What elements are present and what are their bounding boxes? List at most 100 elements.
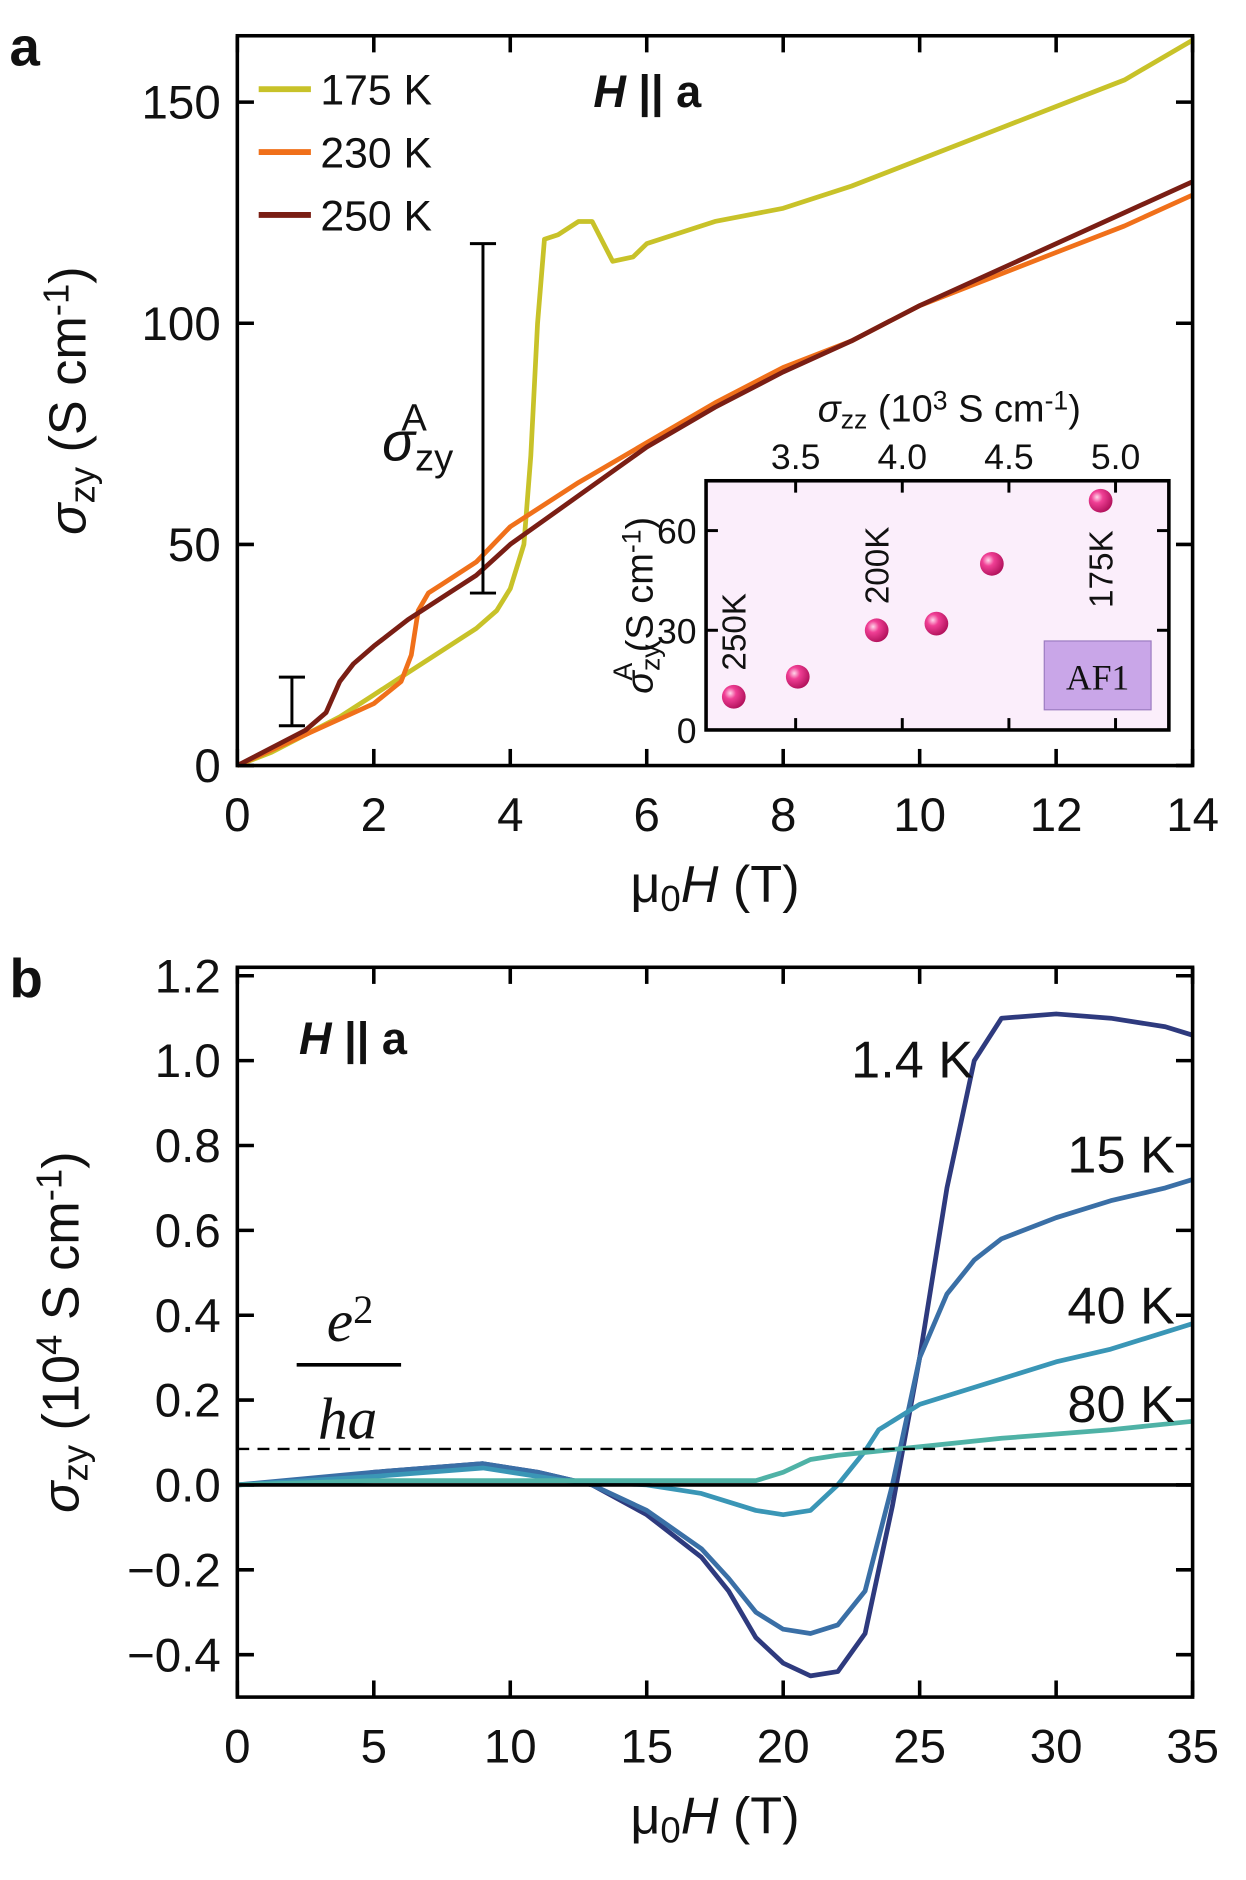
series-label: 40 K [1067,1277,1175,1335]
y-tick-label: 100 [142,298,221,351]
x-axis-label: μ0H (T) [630,1788,799,1851]
data-line [236,192,1194,768]
data-line [237,1011,1194,1679]
y-axis-label-part: σ [32,1479,90,1513]
y-tick-label: 0 [677,711,697,751]
series-label: 1.4 K [851,1032,973,1090]
error-label: σzyA [382,397,454,480]
error-label-part: A [401,397,427,440]
series-label: 15 K [1067,1127,1175,1185]
error-label-part: σ [382,412,417,473]
x-tick-label: 0 [224,1720,250,1773]
y-tick-label: 1.0 [155,1035,221,1088]
y-tick-label: 0.6 [155,1205,221,1258]
series-label: 80 K [1067,1376,1175,1434]
y-tick-label: 0.0 [155,1460,221,1513]
annotation-part: H [593,66,627,117]
y-tick-label: 0.2 [155,1375,221,1428]
inset-x-label: σzz (103 S cm-1) [818,385,1081,434]
inset-y-label: σzyA (S cm-1) [608,517,666,694]
y-tick-label: 60 [657,512,697,552]
annotation-part: || a [332,1013,408,1065]
inset-x-label-part: S cm [948,388,1045,430]
x-axis-label-part: H [681,856,719,914]
inset-y-label-part: σ [620,669,662,694]
ref-label-part: e [327,1288,353,1354]
x-axis-label-part: μ [630,856,660,914]
inset-y-label-part: -1 [617,529,647,553]
x-tick-label: 4 [497,789,523,842]
data-line [237,1177,1194,1636]
y-axis-label: σzy (S cm-1) [36,266,103,535]
legend-label: 250 K [320,192,432,240]
y-axis-label-part: (10 [32,1355,90,1445]
x-tick-label: 10 [484,1720,537,1773]
y-tick-label: 1.2 [155,950,221,1003]
error-label-part: zy [415,436,454,479]
x-tick-label: 6 [634,789,660,842]
data-line [237,1418,1193,1488]
point-label: 200K [860,527,897,605]
data-point [1088,488,1113,513]
plot-frame [235,33,1195,768]
x-tick-label: 2 [361,789,387,842]
x-axis-label-part: (T) [718,856,799,914]
annotation-part: H [299,1013,333,1064]
x-tick-label: 10 [893,789,946,842]
x-tick-label: 4.0 [878,437,927,477]
data-line [236,179,1194,768]
error-bar [469,242,497,595]
inset-y-label-part: A [608,663,638,681]
x-tick-label: 5 [361,1720,387,1773]
data-point [924,611,949,636]
error-bar [278,675,305,728]
x-axis-label-part: 0 [660,1810,680,1851]
x-tick-label: 35 [1166,1720,1219,1773]
x-tick-label: 12 [1030,789,1083,842]
point-label: 250K [717,593,754,671]
inset-y-label-part: ) [620,517,662,530]
data-point [721,684,746,709]
inset-y-label-part: zy [635,644,665,671]
y-tick-label: 0.8 [155,1120,221,1173]
x-tick-label: 14 [1166,789,1219,842]
x-axis-label-part: H [681,1788,719,1846]
x-axis-label-part: μ [630,1788,660,1846]
y-tick-label: 0 [194,740,220,793]
data-point [864,618,889,643]
y-tick-label: −0.4 [127,1629,221,1682]
y-axis-label-part: (S cm [39,316,97,467]
y-axis-label-part: ) [39,266,97,283]
y-axis-label-part: -1 [29,1169,70,1201]
x-tick-label: 30 [1030,1720,1083,1773]
x-axis-label: μ0H (T) [630,856,799,919]
annotation-part: || a [626,66,702,118]
ref-label-num: e2 [327,1287,374,1354]
y-axis-label-part: S cm [32,1201,90,1334]
y-axis-label-part: zy [62,466,103,503]
ref-label-part: 2 [353,1287,373,1332]
x-axis-label-part: 0 [660,878,680,919]
data-point [979,551,1004,576]
x-axis-label-part: (T) [718,1788,799,1846]
x-tick-label: 4.5 [984,437,1033,477]
y-axis-label-part: zy [55,1444,96,1481]
legend-label: 175 K [320,67,432,115]
y-tick-label: 0.4 [155,1290,221,1343]
inset-x-label-part: 3 [933,385,948,415]
data-point [785,664,810,689]
panel-letter: a [9,16,40,77]
inset-x-label-part: σ [818,388,843,430]
x-tick-label: 8 [770,789,796,842]
y-tick-label: 50 [168,519,221,572]
plot-frame [235,965,1195,1699]
inset-x-label-part: (10 [867,388,932,430]
data-line [236,38,1194,768]
x-tick-label: 25 [893,1720,946,1773]
y-tick-label: 30 [657,611,697,651]
x-tick-label: 3.5 [771,437,820,477]
x-tick-label: 0 [224,789,250,842]
inset-x-label-part: zz [841,404,868,434]
x-tick-label: 5.0 [1091,437,1140,477]
box-label: AF1 [1066,658,1129,698]
